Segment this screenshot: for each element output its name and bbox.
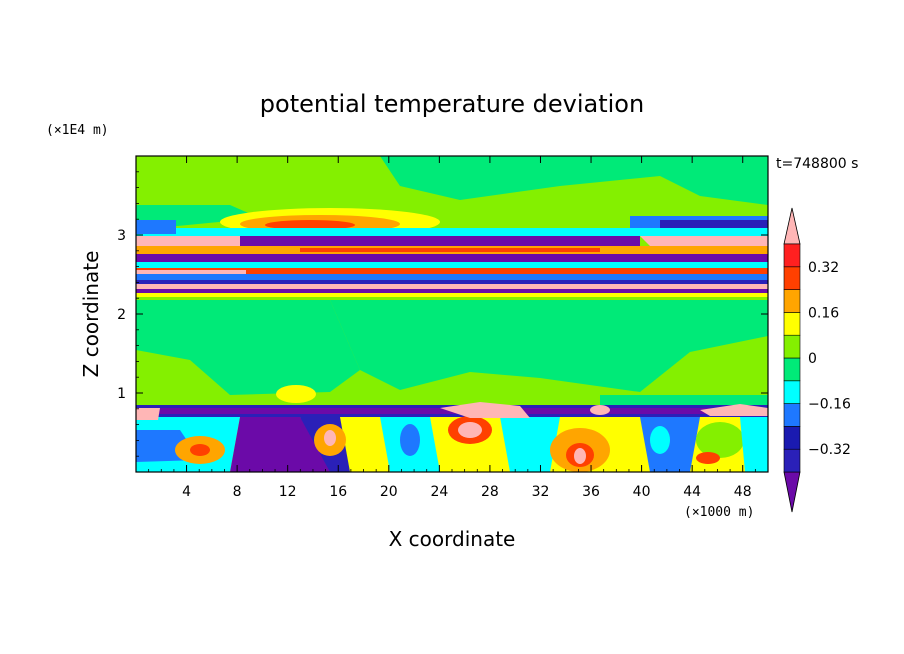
colorbar-tick-label: 0.32 xyxy=(808,260,839,276)
colorbar-tick-label: −0.16 xyxy=(808,397,851,413)
x-tick-label: 40 xyxy=(633,484,651,500)
colorbar-segment xyxy=(783,357,801,382)
x-tick-label: 32 xyxy=(532,484,550,500)
colorbar-segment xyxy=(783,243,801,268)
colorbar-segment xyxy=(783,403,801,427)
y-unit-label: (×1E4 m) xyxy=(46,123,109,138)
colorbar-top-arrow xyxy=(783,207,801,245)
y-tick-label: 2 xyxy=(117,307,126,323)
colorbar-tick-label: 0.16 xyxy=(808,305,839,321)
colorbar-segment xyxy=(783,448,801,473)
x-tick-label: 12 xyxy=(279,484,297,500)
contour-field xyxy=(136,156,768,472)
x-tick-label: 8 xyxy=(233,484,242,500)
x-tick-label: 24 xyxy=(430,484,448,500)
x-tick-label: 4 xyxy=(182,484,191,500)
colorbar-segment xyxy=(783,266,801,290)
x-tick-label: 16 xyxy=(329,484,347,500)
colorbar-segment xyxy=(783,334,801,359)
y-axis-label: Z coordinate xyxy=(79,251,103,378)
y-tick-label: 1 xyxy=(117,386,126,402)
x-unit-label: (×1000 m) xyxy=(684,505,754,520)
y-axis-ticks: 1 2 3 xyxy=(117,171,768,457)
x-tick-label: 20 xyxy=(380,484,398,500)
y-tick-label: 3 xyxy=(117,228,126,244)
colorbar-bottom-arrow xyxy=(783,471,801,513)
time-label: t=748800 s xyxy=(776,156,858,172)
colorbar-segment xyxy=(783,426,801,450)
colorbar-segment xyxy=(783,289,801,313)
colorbar-tick-label: −0.32 xyxy=(808,442,851,458)
colorbar-tick-label: 0 xyxy=(808,351,817,367)
x-tick-label: 48 xyxy=(734,484,752,500)
x-axis-label: X coordinate xyxy=(389,527,516,551)
x-tick-label: 44 xyxy=(683,484,701,500)
x-tick-label: 28 xyxy=(481,484,499,500)
colorbar: 0.32 0.16 0 −0.16 −0.32 xyxy=(783,207,851,513)
x-tick-label: 36 xyxy=(582,484,600,500)
colorbar-segment xyxy=(783,312,801,336)
chart-title: potential temperature deviation xyxy=(260,90,644,118)
x-axis-ticks: 4 8 12 16 20 24 28 32 36 40 44 48 xyxy=(148,156,756,500)
colorbar-segment xyxy=(783,380,801,404)
